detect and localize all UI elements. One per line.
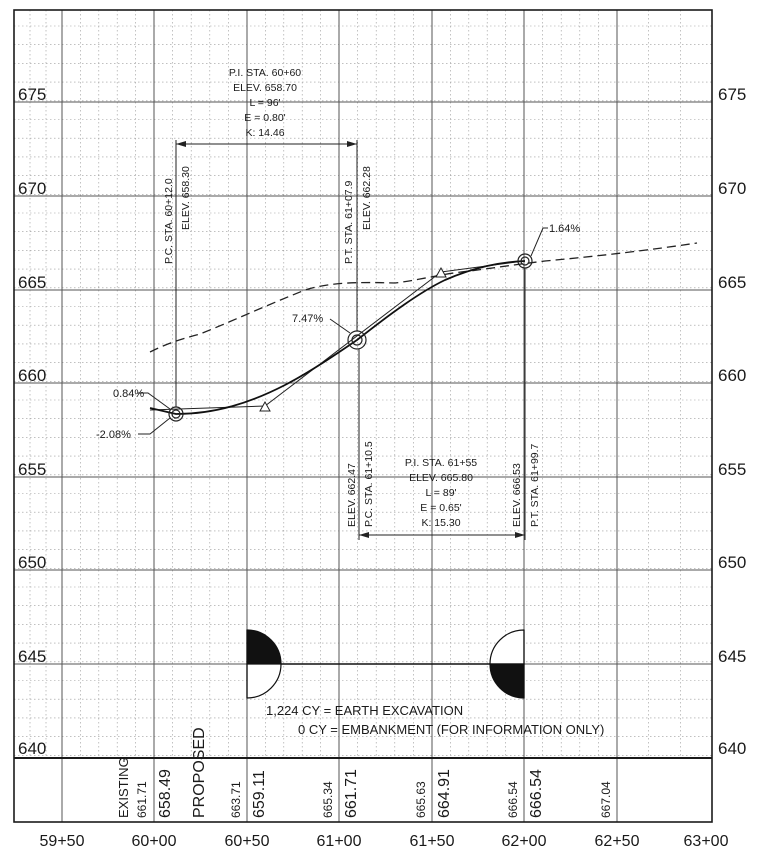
- station-label: 60+00: [132, 833, 177, 850]
- elev-label-right: 675: [718, 85, 746, 104]
- proposed-elevation: 666.54: [528, 769, 545, 818]
- elev-label-right: 660: [718, 366, 746, 385]
- curve2-pt-station: P.T. STA. 61+99.7: [529, 443, 541, 527]
- curve2-pi-line: E = 0.65': [420, 502, 461, 514]
- existing-elevation: 666.54: [506, 781, 520, 818]
- pt2-circle-icon: [520, 256, 530, 266]
- curve1-pi-line: K: 14.46: [245, 127, 284, 139]
- proposed-elevation: 658.49: [157, 769, 174, 818]
- cut-symbol-icon: [489, 663, 525, 699]
- elev-label-left: 675: [18, 85, 46, 104]
- curve2-pt-elevation: ELEV. 666.53: [511, 463, 523, 527]
- grade-label: 1.64%: [549, 223, 580, 235]
- station-label: 62+00: [502, 833, 547, 850]
- existing-elevation: 663.71: [229, 781, 243, 818]
- existing-elevation: 667.04: [599, 781, 613, 818]
- elev-label-right: 645: [718, 647, 746, 666]
- elev-label-left: 660: [18, 366, 46, 385]
- elev-label-left: 665: [18, 273, 46, 292]
- proposed-elevation: 661.71: [343, 769, 360, 818]
- arrow-left-icon: [176, 141, 186, 147]
- elev-label-right: 640: [718, 739, 746, 758]
- earthwork-embankment: 0 CY = EMBANKMENT (FOR INFORMATION ONLY): [298, 722, 604, 737]
- elev-label-left: 645: [18, 647, 46, 666]
- elev-label-left: 670: [18, 179, 46, 198]
- elev-label-left: 640: [18, 739, 46, 758]
- station-label: 61+50: [410, 833, 455, 850]
- existing-elevation: 665.63: [414, 781, 428, 818]
- earthwork-excavation: 1,224 CY = EARTH EXCAVATION: [266, 703, 463, 718]
- grade-label: -2.08%: [96, 429, 131, 441]
- pt1-circle-icon: [351, 334, 363, 346]
- elevation-axis-left: 675 670 665 660 655 650 645 640: [18, 85, 46, 758]
- pc1-circle-icon: [171, 409, 181, 419]
- elev-label-right: 655: [718, 460, 746, 479]
- existing-row-label: EXISTING: [116, 757, 131, 818]
- grade-labels: 0.84% -2.08% 7.47% 1.64%: [96, 223, 580, 441]
- cut-symbol-icon: [246, 629, 282, 665]
- curve1-pt-station: P.T. STA. 61+07.9: [343, 180, 355, 264]
- major-grid: [14, 10, 712, 822]
- curve1-dimension: [175, 140, 358, 407]
- curve1-arrows: [176, 141, 357, 147]
- curve2-pi-line: P.I. STA. 61+55: [405, 457, 477, 469]
- curve2-pi-line: K: 15.30: [421, 517, 460, 529]
- curve1-pi-line: ELEV. 658.70: [233, 82, 297, 94]
- existing-elevation: 665.34: [321, 781, 335, 818]
- curve2-pc-station: P.C. STA. 61+10.5: [363, 441, 375, 527]
- station-label: 60+50: [225, 833, 270, 850]
- minor-grid: [14, 10, 712, 758]
- arrow-right-icon: [347, 141, 357, 147]
- curve2-pi-line: ELEV. 665.80: [409, 472, 473, 484]
- curve1-pt-elevation: ELEV. 662.28: [361, 166, 373, 230]
- curve2-dimension: [358, 268, 526, 540]
- elev-label-right: 670: [718, 179, 746, 198]
- elev-label-left: 655: [18, 460, 46, 479]
- station-label: 62+50: [595, 833, 640, 850]
- pvi-triangle-icon: [259, 400, 271, 412]
- existing-elevation: 661.71: [135, 781, 149, 818]
- curve-points: [168, 253, 533, 422]
- curve1-vertical-labels: P.C. STA. 60+12.0 ELEV. 658.30 P.T. STA.…: [163, 166, 373, 264]
- curve2-pc-elevation: ELEV. 662.47: [346, 463, 358, 527]
- grade-label: 7.47%: [292, 313, 323, 325]
- station-label: 61+00: [317, 833, 362, 850]
- frame: [13, 9, 713, 823]
- curve2-arrows: [359, 532, 525, 538]
- curve1-pc-elevation: ELEV. 658.30: [180, 166, 192, 230]
- curve2-pi-line: L = 89': [425, 487, 456, 499]
- elevation-table: EXISTING PROPOSED 661.71 663.71 665.34 6…: [116, 727, 613, 818]
- fill-symbol-icon: [489, 629, 525, 665]
- station-axis: 59+50 60+00 60+50 61+00 61+50 62+00 62+5…: [40, 833, 729, 850]
- station-label: 59+50: [40, 833, 85, 850]
- earthwork-symbols: [246, 629, 525, 699]
- elevation-axis-right: 675 670 665 660 655 650 645 640: [718, 85, 746, 758]
- pvi-markers: [259, 266, 447, 412]
- station-label: 63+00: [684, 833, 729, 850]
- curve1-pi-line: L = 96': [249, 97, 280, 109]
- curve1-pc-station: P.C. STA. 60+12.0: [163, 178, 175, 264]
- grade-leaders: [138, 227, 548, 435]
- arrow-right-icon: [515, 532, 525, 538]
- proposed-row-label: PROPOSED: [191, 727, 208, 818]
- arrow-left-icon: [359, 532, 369, 538]
- curve1-pi-line: P.I. STA. 60+60: [229, 67, 301, 79]
- existing-ground-line: [149, 242, 698, 353]
- curve1-pi-line: E = 0.80': [244, 112, 285, 124]
- proposed-elevation: 664.91: [436, 769, 453, 818]
- curve2-vertical-labels: ELEV. 662.47 P.C. STA. 61+10.5 ELEV. 666…: [346, 441, 541, 527]
- fill-symbol-icon: [246, 663, 282, 699]
- elev-label-right: 650: [718, 553, 746, 572]
- grade-label: 0.84%: [113, 388, 144, 400]
- proposed-profile-line: [149, 260, 526, 415]
- curve2-pi-block: P.I. STA. 61+55 ELEV. 665.80 L = 89' E =…: [405, 457, 477, 529]
- elev-label-left: 650: [18, 553, 46, 572]
- earthwork-notes: 1,224 CY = EARTH EXCAVATION 0 CY = EMBAN…: [266, 703, 604, 737]
- curve1-pi-block: P.I. STA. 60+60 ELEV. 658.70 L = 96' E =…: [229, 67, 301, 139]
- proposed-elevation: 659.11: [251, 770, 268, 818]
- pvi-triangle-icon: [435, 266, 447, 278]
- elev-label-right: 665: [718, 273, 746, 292]
